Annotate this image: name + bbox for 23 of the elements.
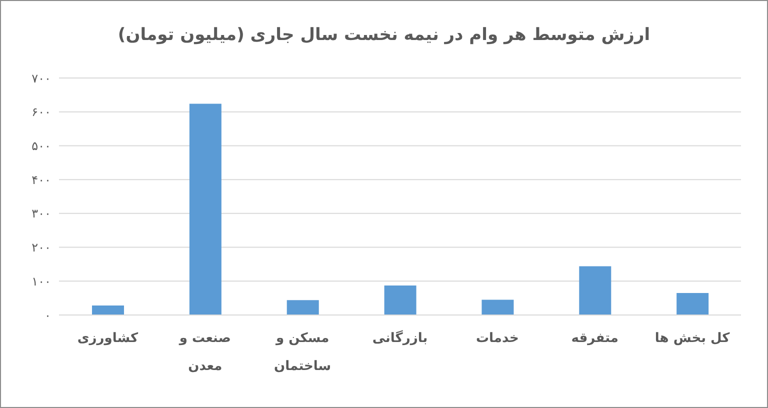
bar	[579, 266, 612, 315]
bar	[676, 292, 709, 315]
bar	[482, 300, 514, 315]
x-tick-label: متفرقه	[571, 331, 618, 346]
x-tick-label: کل بخش ها	[654, 331, 730, 346]
y-tick-label: ۴۰۰	[32, 172, 51, 187]
y-tick-label: ۶۰۰	[32, 105, 51, 120]
bar	[92, 306, 124, 315]
y-tick-label: ۷۰۰	[32, 71, 51, 86]
y-tick-label: ۳۰۰	[32, 206, 51, 221]
x-tick-label: کشاورزی	[77, 331, 138, 346]
x-tick-label: بازرگانی	[372, 330, 428, 346]
chart-title: ارزش متوسط هر وام در نیمه نخست سال جاری (میلیون تومان)	[116, 25, 652, 45]
bar	[384, 286, 416, 315]
y-tick-label: ۱۰۰	[32, 274, 51, 288]
x-tick-label: مسکن و ساختمان	[274, 331, 332, 374]
x-tick-label: صنعت و معدن	[178, 331, 231, 374]
bar	[286, 300, 319, 315]
y-tick-label: ۰	[44, 308, 51, 322]
bar	[189, 104, 222, 315]
y-tick-label: ۵۰۰	[32, 138, 51, 153]
y-tick-label: ۲۰۰	[32, 240, 51, 255]
x-tick-label: خدمات	[476, 331, 519, 346]
